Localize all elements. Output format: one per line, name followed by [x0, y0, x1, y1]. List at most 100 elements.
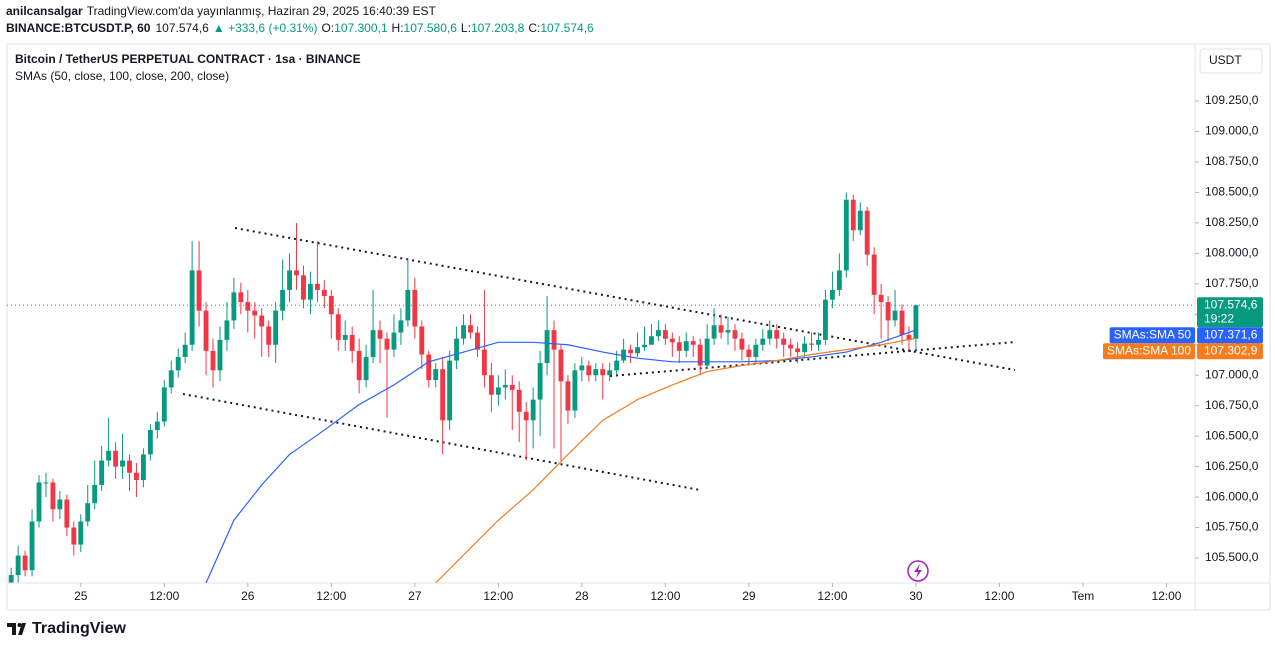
x-tick-label: 26	[241, 589, 255, 603]
candle-body	[99, 460, 105, 485]
y-tick-label: 106.750,0	[1205, 398, 1259, 412]
candle-body	[683, 341, 689, 351]
candle-body	[502, 384, 508, 388]
candle-body	[509, 384, 515, 390]
candle-body	[203, 310, 209, 351]
alert-icon[interactable]	[907, 560, 929, 582]
candle-body	[906, 335, 912, 340]
candle-body	[398, 320, 404, 333]
x-tick-label: Tem	[1072, 589, 1095, 603]
x-tick-label: 28	[575, 589, 589, 603]
price: 107.574,6	[155, 21, 209, 35]
candle-body	[57, 499, 63, 510]
x-tick-label: 12:00	[483, 589, 513, 603]
candle-body	[739, 338, 745, 350]
candle-body	[816, 339, 821, 345]
ohlc-key: O:	[321, 21, 334, 35]
candle-body	[294, 270, 299, 276]
candle-body	[280, 289, 286, 311]
candle-body	[461, 325, 466, 339]
y-tick-label: 108.750,0	[1205, 154, 1259, 168]
candle-body	[252, 310, 258, 316]
candle-body	[440, 369, 446, 421]
published: TradingView.com'da yayınlanmış, Haziran …	[87, 4, 437, 18]
candle-body	[572, 370, 578, 411]
candle-body	[725, 330, 731, 333]
candle-body	[537, 363, 543, 400]
x-tick-label: 12:00	[984, 589, 1014, 603]
currency-button[interactable]	[1199, 48, 1263, 74]
y-tick-label: 106.250,0	[1205, 459, 1259, 473]
chart-title: Bitcoin / TetherUS PERPETUAL CONTRACT · …	[15, 52, 361, 66]
x-tick-label: 29	[742, 589, 756, 603]
candle-body	[182, 344, 188, 357]
candle-body	[43, 482, 49, 484]
x-tick-label: 12:00	[650, 589, 680, 603]
candle-body	[669, 338, 675, 343]
header-line-2: BINANCE:BTCUSDT.P, 60 107.574,6 ▲ +333,6 (…	[6, 21, 594, 35]
candle-body	[864, 210, 870, 255]
candle-body	[238, 292, 244, 303]
candle-body	[523, 411, 529, 421]
y-tick-label: 107.000,0	[1205, 367, 1259, 381]
candle-body	[586, 365, 592, 376]
candle-body	[321, 289, 327, 297]
candle-body	[753, 344, 759, 357]
candle-body	[308, 283, 313, 300]
sma-badge-name-box	[1102, 343, 1195, 360]
candle-body	[29, 521, 35, 571]
candle-body	[551, 330, 557, 350]
x-tick-label: 12:00	[149, 589, 179, 603]
candle-body	[231, 292, 237, 321]
candle-body	[168, 370, 174, 388]
sma-line	[205, 329, 917, 583]
ohlc-value: 107.574,6	[540, 21, 594, 35]
trend-line	[182, 393, 701, 491]
candle-body	[419, 326, 425, 355]
candle-body	[690, 341, 696, 345]
footer-logo: TradingView	[7, 620, 127, 637]
currency[interactable]: USDT	[1209, 53, 1242, 67]
candle-body	[356, 350, 362, 381]
candle-body	[15, 555, 21, 576]
candle-body	[314, 283, 320, 290]
candle-body	[621, 349, 627, 361]
candle-body	[384, 338, 390, 350]
ohlc-key: L:	[461, 21, 471, 35]
candle-body	[120, 460, 125, 467]
candle-body	[760, 338, 766, 345]
chart-subtitle: SMAs (50, close, 100, close, 200, close)	[15, 69, 229, 83]
candle-body	[607, 370, 613, 376]
candle-body	[447, 360, 453, 421]
candle-body	[140, 454, 146, 481]
candle-body	[836, 270, 842, 290]
candle-body	[746, 349, 752, 357]
candle-body	[259, 315, 265, 327]
candle-body	[412, 289, 418, 327]
candle-body	[363, 356, 369, 381]
candle-body	[481, 349, 487, 376]
last-price-badge	[1197, 297, 1263, 328]
candle-body	[655, 330, 661, 337]
change: ▲ +333,6 (+0.31%)	[213, 21, 318, 35]
candle-body	[154, 421, 160, 431]
candle-body	[488, 375, 494, 395]
x-tick-label: 12:00	[1151, 589, 1181, 603]
x-tick-label: 27	[408, 589, 422, 603]
candle-body	[767, 330, 773, 339]
candle-body	[475, 332, 480, 350]
candle-body	[50, 482, 56, 510]
candle-body	[287, 270, 292, 290]
candle-body	[662, 330, 668, 339]
y-tick-label: 108.500,0	[1205, 185, 1259, 199]
ohlc-key: H:	[392, 21, 404, 35]
candle-body	[788, 344, 794, 349]
candle-body	[711, 325, 717, 339]
candle-body	[433, 369, 439, 381]
candle-body	[704, 338, 710, 366]
candle-body	[732, 330, 738, 339]
candle-body	[8, 575, 14, 583]
x-tick-label: 12:00	[817, 589, 847, 603]
chart-frame	[6, 43, 1271, 611]
